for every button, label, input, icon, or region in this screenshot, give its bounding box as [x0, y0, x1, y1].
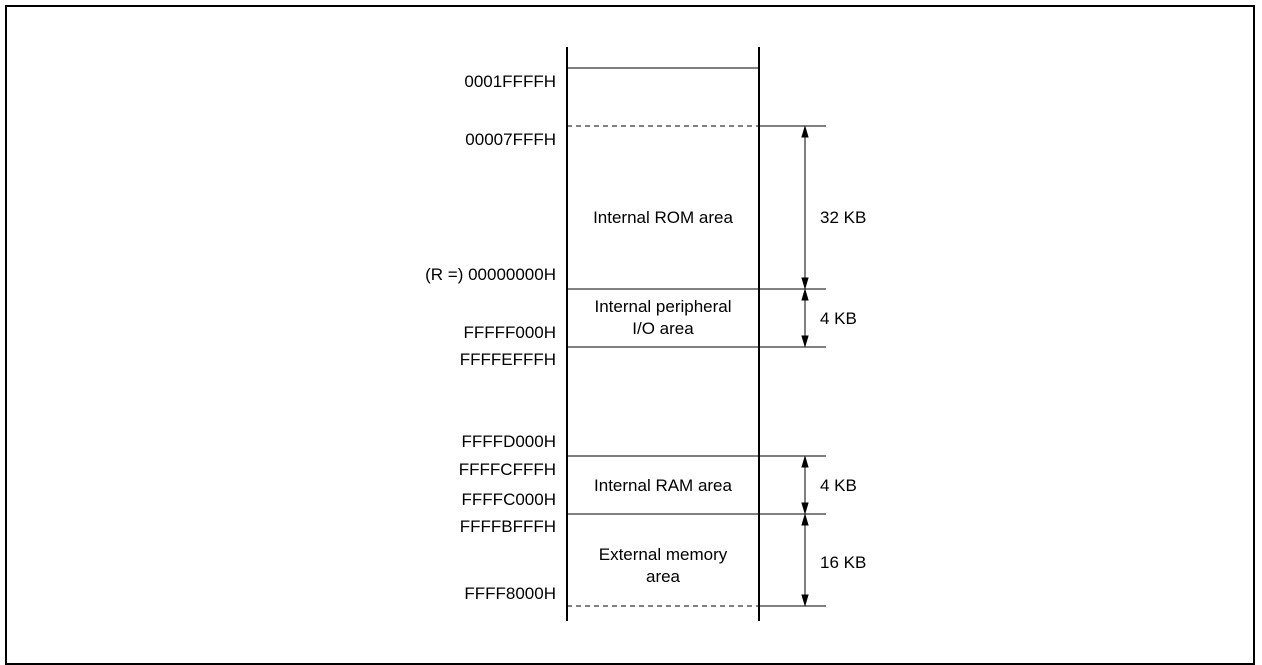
address-label: 00007FFFH	[465, 130, 556, 149]
rom-size-label: 32 KB	[820, 208, 867, 227]
address-label: FFFFEFFFH	[459, 350, 556, 369]
address-label: FFFFF000H	[463, 323, 556, 342]
ram-size-label: 4 KB	[820, 476, 857, 495]
rom-size-arrow	[801, 125, 809, 290]
internal-ram-area-label: Internal RAM area	[594, 476, 732, 495]
external-memory-label-line1: External memory	[598, 545, 728, 564]
internal-rom-area-label: Internal ROM area	[593, 208, 733, 227]
internal-peripheral-label-line2: I/O area	[632, 319, 694, 338]
peripheral-size-label: 4 KB	[820, 309, 857, 328]
external-size-label: 16 KB	[820, 553, 867, 572]
address-label: FFFFC000H	[461, 490, 556, 509]
address-label: FFFFD000H	[461, 432, 556, 451]
peripheral-size-arrow	[801, 288, 809, 348]
address-label: FFFFBFFFH	[459, 517, 556, 536]
external-size-arrow	[801, 513, 809, 607]
internal-peripheral-label-line1: Internal peripheral	[594, 297, 732, 316]
ram-size-arrow	[801, 455, 809, 515]
external-memory-label-line2: area	[645, 567, 681, 586]
address-label: FFFF8000H	[464, 584, 556, 603]
address-label: (R =) 00000000H	[425, 265, 556, 284]
address-label: FFFFCFFFH	[458, 460, 556, 479]
address-label: 0001FFFFH	[464, 72, 556, 91]
